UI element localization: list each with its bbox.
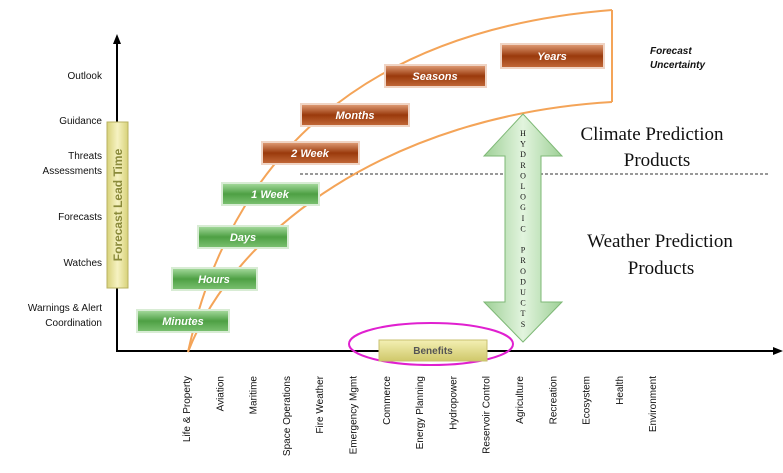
hydrologic-products-arrow bbox=[482, 113, 564, 343]
time-box-1-week-label: 1 Week bbox=[251, 189, 290, 201]
hydro-letter: S bbox=[521, 320, 525, 329]
uncertainty-curve-lower bbox=[187, 101, 613, 353]
sector-label-ecosystem: Ecosystem bbox=[582, 376, 593, 425]
forecast-uncertainty-line2: Uncertainty bbox=[650, 60, 705, 71]
lead-time-bar bbox=[106, 121, 129, 289]
sector-label-life-property: Life & Property bbox=[182, 376, 193, 442]
hydro-letter: H bbox=[520, 129, 526, 138]
sector-label-energy-planning: Energy Planning bbox=[415, 376, 426, 449]
hydro-letter: O bbox=[520, 267, 526, 276]
time-box-2-week: 2 Week bbox=[261, 141, 360, 165]
climate-products-line2: Products bbox=[624, 150, 691, 171]
hydro-letter: U bbox=[520, 288, 526, 297]
sector-label-environment: Environment bbox=[648, 376, 659, 432]
hydro-letter: D bbox=[520, 150, 526, 159]
time-box-minutes-label: Minutes bbox=[162, 316, 204, 328]
y-label-assessments: Assessments bbox=[43, 166, 102, 177]
time-box-1-week: 1 Week bbox=[221, 182, 320, 206]
sector-label-health: Health bbox=[615, 376, 626, 405]
sector-label-agriculture: Agriculture bbox=[515, 376, 526, 424]
time-box-years: Years bbox=[500, 43, 605, 69]
sector-label-emergency-mgmt: Emergency Mgmt bbox=[349, 376, 360, 455]
hydro-letter: D bbox=[520, 277, 526, 286]
sector-label-commerce: Commerce bbox=[382, 376, 393, 425]
time-box-hours: Hours bbox=[171, 267, 258, 291]
sector-labels: Life & Property Aviation Maritime Space Ope… bbox=[182, 375, 659, 456]
benefits-ellipse bbox=[348, 322, 514, 366]
hydro-letter: C bbox=[520, 299, 525, 308]
time-box-years-label: Years bbox=[537, 51, 567, 63]
hydro-letter: G bbox=[520, 203, 526, 212]
time-box-minutes: Minutes bbox=[136, 309, 230, 333]
sector-label-reservoir-control: Reservoir Control bbox=[482, 376, 493, 454]
time-box-months-label: Months bbox=[335, 110, 374, 122]
time-box-seasons: Seasons bbox=[384, 64, 487, 88]
y-axis-arrowhead bbox=[113, 34, 121, 44]
time-box-hours-label: Hours bbox=[198, 274, 230, 286]
y-label-outlook: Outlook bbox=[68, 71, 103, 82]
sector-label-recreation: Recreation bbox=[548, 376, 559, 424]
y-label-forecasts: Forecasts bbox=[58, 212, 102, 223]
weather-products-line1: Weather Prediction bbox=[587, 231, 733, 252]
x-axis-arrowhead bbox=[773, 347, 783, 355]
time-box-seasons-label: Seasons bbox=[412, 71, 457, 83]
y-label-watches: Watches bbox=[63, 258, 102, 269]
climate-products-line1: Climate Prediction bbox=[580, 124, 724, 145]
lead-time-label: Forecast Lead Time bbox=[111, 148, 125, 261]
sector-label-maritime: Maritime bbox=[249, 376, 260, 415]
hydro-letter: Y bbox=[520, 140, 526, 149]
weather-products-line2: Products bbox=[628, 258, 695, 279]
benefits-label: Benefits bbox=[413, 346, 453, 357]
hydro-letter: O bbox=[520, 171, 526, 180]
y-label-threats: Threats bbox=[68, 151, 102, 162]
sector-label-aviation: Aviation bbox=[215, 376, 226, 411]
time-box-days: Days bbox=[197, 225, 289, 249]
hydro-letter: O bbox=[520, 193, 526, 202]
hydro-letter: T bbox=[521, 309, 526, 318]
hydro-letter: I bbox=[522, 214, 525, 223]
time-box-2-week-label: 2 Week bbox=[290, 148, 330, 160]
time-box-days-label: Days bbox=[230, 232, 256, 244]
y-label-guidance: Guidance bbox=[59, 116, 102, 127]
sector-label-hydropower: Hydropower bbox=[448, 375, 459, 430]
y-label-warnings: Warnings & Alert bbox=[28, 303, 102, 314]
time-box-months: Months bbox=[300, 103, 410, 127]
hydro-letter: R bbox=[520, 161, 526, 170]
hydro-letter: P bbox=[521, 246, 526, 255]
y-label-coordination: Coordination bbox=[45, 318, 102, 329]
hydro-letter: C bbox=[520, 224, 525, 233]
benefits-box bbox=[378, 339, 488, 362]
hydro-letter: L bbox=[521, 182, 526, 191]
hydro-letter: R bbox=[520, 256, 526, 265]
forecast-uncertainty-line1: Forecast bbox=[650, 46, 692, 57]
sector-label-space-operations: Space Operations bbox=[282, 376, 293, 456]
sector-label-fire-weather: Fire Weather bbox=[315, 375, 326, 433]
